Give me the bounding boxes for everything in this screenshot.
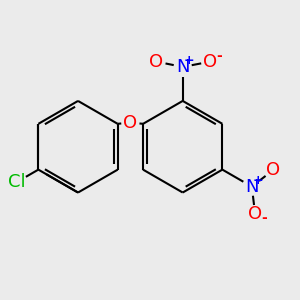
- Text: O: O: [123, 113, 137, 131]
- Text: -: -: [261, 211, 267, 225]
- Text: +: +: [184, 54, 195, 67]
- Text: N: N: [245, 178, 259, 196]
- Text: O: O: [248, 205, 262, 223]
- Text: O: O: [203, 53, 217, 71]
- Text: -: -: [217, 50, 222, 63]
- Text: Cl: Cl: [8, 173, 26, 191]
- Text: O: O: [266, 161, 280, 179]
- Text: +: +: [253, 174, 264, 187]
- Text: O: O: [149, 53, 164, 71]
- Text: N: N: [176, 58, 190, 76]
